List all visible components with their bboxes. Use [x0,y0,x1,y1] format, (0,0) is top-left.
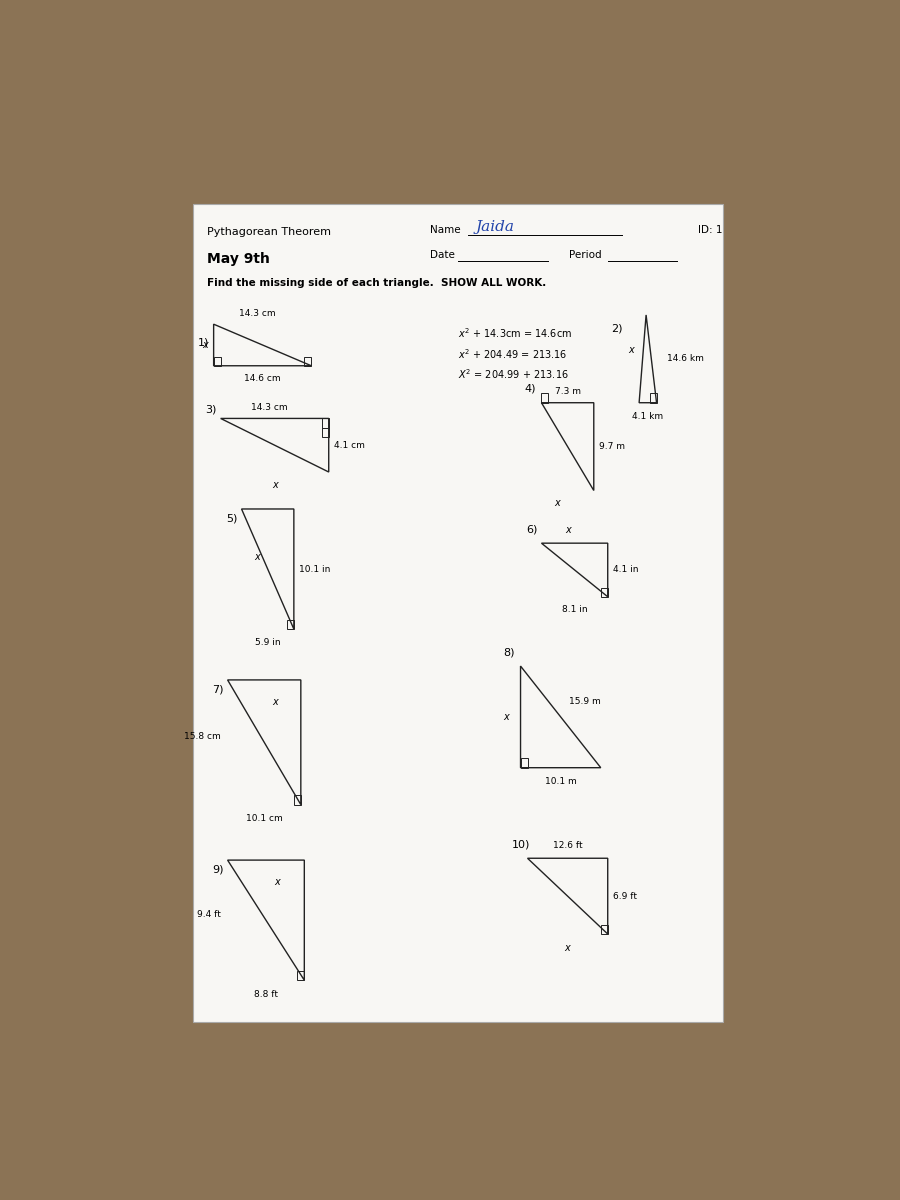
Text: x: x [273,697,278,707]
Text: x: x [628,346,634,355]
Text: 4.1 km: 4.1 km [633,412,663,421]
Text: x: x [554,498,560,509]
Text: 9.7 m: 9.7 m [599,442,625,451]
Text: ID: 1: ID: 1 [698,224,723,235]
Text: x: x [565,526,571,535]
Text: 4.1 in: 4.1 in [613,565,639,575]
Text: 5): 5) [226,514,238,523]
Text: 8): 8) [503,647,515,658]
Text: 8.8 ft: 8.8 ft [254,990,278,998]
Text: 9): 9) [212,864,224,875]
Text: 12.6 ft: 12.6 ft [553,841,582,850]
Text: 5.9 in: 5.9 in [255,637,281,647]
Text: 10): 10) [512,839,530,850]
Text: 10.1 cm: 10.1 cm [246,814,283,823]
Text: 6.9 ft: 6.9 ft [613,892,637,901]
Text: 3): 3) [205,404,217,414]
Text: $X^2$ = 204.99 + 213.16: $X^2$ = 204.99 + 213.16 [458,367,569,380]
Text: 8.1 in: 8.1 in [562,605,588,614]
Text: 15.9 m: 15.9 m [569,697,600,706]
Text: 7.3 m: 7.3 m [554,388,580,396]
Text: 10.1 in: 10.1 in [300,564,331,574]
Text: 10.1 m: 10.1 m [544,778,577,786]
FancyBboxPatch shape [193,204,723,1022]
Text: x: x [272,480,277,490]
Text: x: x [564,943,571,953]
Text: 15.8 cm: 15.8 cm [184,732,220,740]
Text: Jaida: Jaida [475,220,514,234]
Text: 14.6 km: 14.6 km [667,354,704,364]
Text: 2): 2) [611,324,623,334]
Text: Period: Period [570,250,602,260]
Text: x: x [504,712,509,722]
Text: Name: Name [430,224,461,235]
Text: Find the missing side of each triangle.  SHOW ALL WORK.: Find the missing side of each triangle. … [207,277,546,288]
Text: 7): 7) [212,684,224,694]
Text: 14.3 cm: 14.3 cm [239,308,276,318]
Text: 9.4 ft: 9.4 ft [197,910,220,919]
Text: 14.6 cm: 14.6 cm [244,374,281,383]
Text: 1): 1) [198,337,210,348]
Text: May 9th: May 9th [207,252,269,266]
Text: 4.1 cm: 4.1 cm [334,440,365,450]
Text: x: x [255,552,260,562]
Text: Pythagorean Theorem: Pythagorean Theorem [207,227,330,236]
Text: 6): 6) [526,524,537,534]
Text: 14.3 cm: 14.3 cm [251,403,288,412]
Text: $x^2$ + 14.3cm = 14.6cm: $x^2$ + 14.3cm = 14.6cm [458,326,572,341]
Text: Date: Date [430,250,454,260]
Text: x: x [274,877,280,887]
Text: x: x [202,340,208,350]
Text: 4): 4) [524,384,536,394]
Text: $x^2$ + 204.49 = 213.16: $x^2$ + 204.49 = 213.16 [458,347,567,361]
